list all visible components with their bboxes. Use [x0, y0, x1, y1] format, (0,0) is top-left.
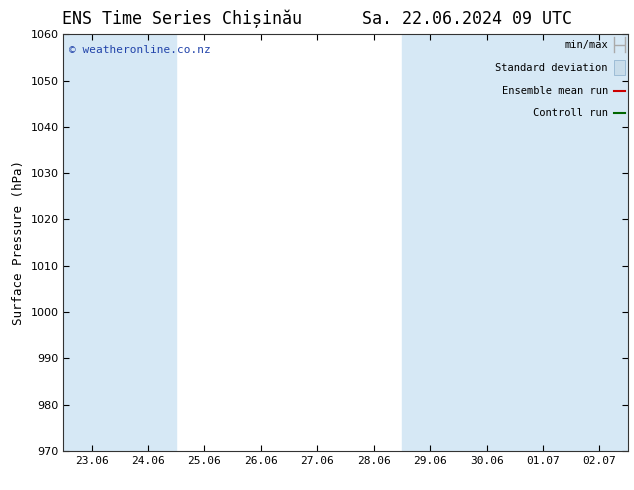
Bar — [63, 34, 176, 451]
Text: min/max: min/max — [564, 40, 608, 49]
Text: Standard deviation: Standard deviation — [495, 63, 608, 73]
Text: Ensemble mean run: Ensemble mean run — [501, 86, 608, 96]
Text: © weatheronline.co.nz: © weatheronline.co.nz — [69, 45, 210, 55]
Text: Controll run: Controll run — [533, 108, 608, 119]
Bar — [515, 34, 628, 451]
Y-axis label: Surface Pressure (hPa): Surface Pressure (hPa) — [12, 160, 25, 325]
Bar — [614, 60, 625, 75]
Text: ENS Time Series Chișinău      Sa. 22.06.2024 09 UTC: ENS Time Series Chișinău Sa. 22.06.2024 … — [62, 10, 572, 28]
Bar — [402, 34, 515, 451]
